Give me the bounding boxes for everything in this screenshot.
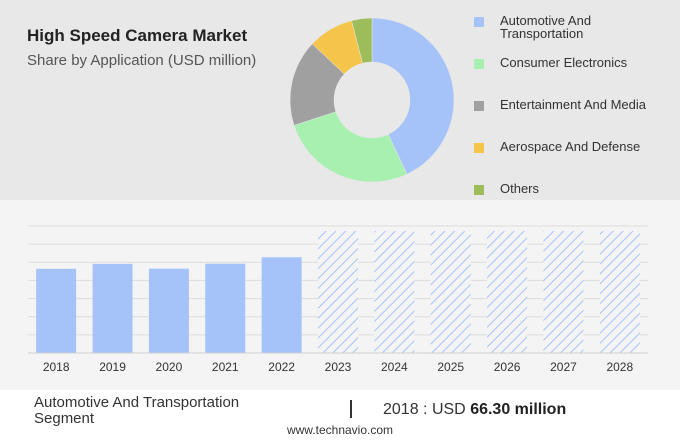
bar-2023 <box>318 231 358 353</box>
bar-2019 <box>92 263 133 353</box>
bar-chart: 2018 2019 2020 2021 2022 2023 2024 2025 2026 2027… <box>28 225 648 374</box>
bar-2027 <box>543 231 584 353</box>
segment-value: 2018 : USD 66.30 million <box>383 401 566 419</box>
legend-swatch <box>474 185 484 195</box>
legend-item: Entertainment And Media <box>474 98 670 111</box>
x-tick-2019: 2019 <box>99 360 126 374</box>
bar-2026 <box>487 231 528 353</box>
segment-amount: 66.30 million <box>470 401 567 418</box>
chart-title: High Speed Camera Market <box>27 26 248 45</box>
legend-swatch <box>474 143 484 153</box>
legend-swatch <box>474 101 484 111</box>
chart-subtitle: Share by Application (USD million) <box>27 52 257 69</box>
bar-2020 <box>148 268 189 353</box>
x-tick-2025: 2025 <box>437 360 464 374</box>
segment-year: 2018 <box>383 401 419 418</box>
donut-chart <box>289 17 455 183</box>
bar-2018 <box>36 268 77 353</box>
x-tick-2020: 2020 <box>156 360 183 374</box>
donut-hole <box>334 62 410 138</box>
bar-2022 <box>261 257 302 353</box>
legend-label: Aerospace And Defense <box>500 139 641 154</box>
x-tick-2028: 2028 <box>606 360 633 374</box>
x-tick-2022: 2022 <box>268 360 295 374</box>
x-tick-2021: 2021 <box>212 360 239 374</box>
segment-currency: USD <box>431 401 466 418</box>
legend-swatch <box>474 59 484 69</box>
footer <box>0 390 680 440</box>
brand-link[interactable]: www.technavio.com <box>286 423 394 437</box>
legend-label: Others <box>500 181 540 196</box>
x-tick-2024: 2024 <box>381 360 408 374</box>
bar-2028 <box>599 231 640 353</box>
bar-2025 <box>430 231 471 353</box>
legend-item: Automotive And Transportation <box>474 14 670 40</box>
x-tick-2026: 2026 <box>494 360 521 374</box>
bar-2021 <box>205 263 246 353</box>
legend-item: Aerospace And Defense <box>474 140 670 153</box>
legend-label: Entertainment And Media <box>500 97 646 112</box>
segment-label: Automotive And Transportation Segment <box>34 394 240 427</box>
legend-item: Others <box>474 182 670 195</box>
x-tick-2023: 2023 <box>325 360 352 374</box>
legend-item: Consumer Electronics <box>474 56 670 69</box>
x-tick-2018: 2018 <box>43 360 70 374</box>
legend-label: Automotive And Transportation <box>500 13 592 41</box>
bar-2024 <box>374 231 415 353</box>
legend-label: Consumer Electronics <box>500 55 628 70</box>
x-tick-2027: 2027 <box>550 360 577 374</box>
footer-divider <box>350 400 352 418</box>
segment-separator: : <box>423 401 428 418</box>
legend-swatch <box>474 17 484 27</box>
